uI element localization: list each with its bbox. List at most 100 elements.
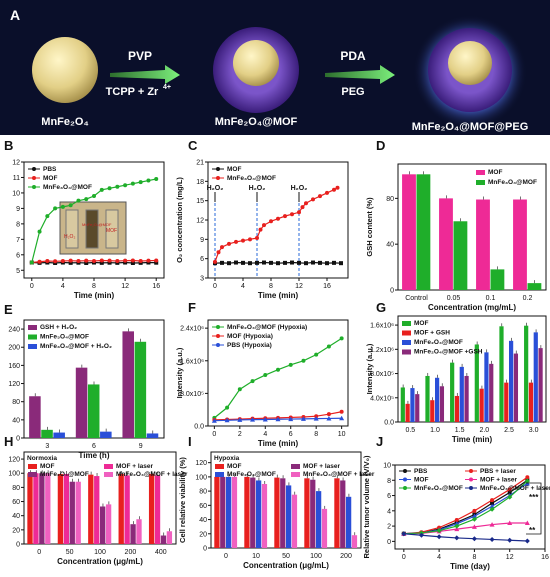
data-point [326, 415, 332, 421]
data-point [99, 187, 104, 192]
y-tick-label: 1.2x10⁶ [370, 347, 394, 354]
x-tick-label: 0 [30, 283, 34, 290]
legend-marker [469, 469, 473, 473]
data-point [123, 183, 128, 188]
inset-label: MOF [106, 228, 117, 234]
data-point [92, 194, 96, 199]
data-point [489, 536, 495, 542]
y-tick-label: 12 [12, 160, 20, 167]
legend-label: MnFe₂O₄@MOF (Hypoxia) [227, 324, 307, 331]
bar [439, 386, 445, 422]
data-point [304, 261, 308, 266]
plot-frame [397, 315, 547, 423]
data-point [76, 198, 81, 203]
data-point [304, 201, 308, 206]
data-point [250, 417, 256, 422]
data-point [524, 478, 530, 484]
step2-bottom-label: PEG [341, 86, 364, 98]
x-tick-label: 4 [241, 283, 245, 290]
y-tick-label: 3 [200, 276, 204, 283]
bar [410, 388, 415, 422]
legend-label: MOF + laser [303, 463, 340, 470]
legend-label: PBS [43, 166, 57, 173]
legend-swatch [476, 180, 485, 185]
x-tick-label: 0.5 [405, 427, 415, 434]
x-tick-label: 1.5 [455, 427, 465, 434]
panel-label: D [376, 138, 385, 153]
data-point [507, 494, 513, 500]
bar [405, 403, 410, 422]
data-point [60, 258, 65, 263]
bar [33, 473, 39, 544]
y-tick-label: 1.6x10⁶ [180, 358, 204, 365]
data-point [507, 490, 512, 495]
x-tick-label: 100 [94, 549, 106, 556]
x-axis-label: Time (h) [79, 451, 110, 460]
bar [509, 340, 514, 422]
bar [316, 491, 322, 548]
peg-core [448, 41, 492, 85]
x-tick-label: 16 [323, 283, 331, 290]
bar [231, 476, 238, 548]
data-point [318, 194, 322, 199]
data-point [99, 260, 104, 265]
data-point [211, 418, 217, 423]
data-point [297, 260, 301, 265]
data-point [276, 367, 280, 372]
x-tick-label: 200 [340, 553, 352, 560]
legend-label: MOF [43, 175, 57, 182]
data-point [290, 260, 294, 265]
data-point [241, 260, 245, 265]
step1-superscript: 4+ [163, 84, 171, 91]
series-line [403, 533, 528, 542]
data-point [311, 197, 315, 202]
x-tick-label: 100 [310, 553, 322, 560]
legend-marker [216, 325, 220, 329]
legend-marker [216, 167, 220, 171]
data-point [37, 259, 42, 264]
data-point [454, 521, 460, 526]
vial [85, 209, 99, 249]
legend-marker [32, 185, 36, 189]
data-point [68, 258, 73, 263]
bar [513, 353, 519, 422]
data-point [107, 258, 112, 263]
x-tick-label: 6 [92, 443, 96, 450]
panel-label: E [4, 302, 13, 317]
legend: PBS PBS + laser MOF MOF + laser MnFe₂O₄@MOF M… [399, 468, 550, 492]
data-point [339, 415, 345, 421]
bar [75, 481, 81, 544]
vial [65, 209, 79, 249]
legend-swatch [291, 472, 300, 477]
inset-label: H₂O₂ [64, 234, 75, 240]
x-tick-label: 6 [289, 431, 293, 438]
data-point [234, 260, 238, 265]
bar [100, 431, 112, 438]
x-tick-label: 2.0 [479, 427, 489, 434]
data-point [401, 531, 407, 537]
y-tick-label: 40 [199, 517, 207, 524]
bar [244, 476, 250, 548]
y-axis-label: O₂ concentration (mg/L) [175, 177, 184, 263]
y-tick-label: 8.0x10⁵ [370, 371, 394, 378]
data-point [507, 487, 512, 492]
data-point [283, 260, 287, 265]
series-line [214, 187, 338, 263]
data-point [297, 210, 301, 215]
legend: MOF MnFe₃O₄@MOF [212, 166, 276, 182]
data-point [301, 358, 306, 363]
bar [136, 519, 142, 544]
legend-label: MnFe₂O₄@MOF [40, 471, 89, 478]
series-line [403, 476, 528, 535]
chart-panel-C: C 3 6 9 12 15 18 21 Time (min) O₂ concentration (… [175, 138, 349, 300]
y-tick-label: 0 [16, 542, 20, 549]
legend-label: MOF [227, 166, 241, 173]
y-tick-label: 60 [199, 503, 207, 510]
legend-label: MOF [414, 320, 428, 327]
legend-label: PBS [414, 468, 428, 475]
bar [476, 199, 490, 290]
data-point [234, 239, 238, 244]
